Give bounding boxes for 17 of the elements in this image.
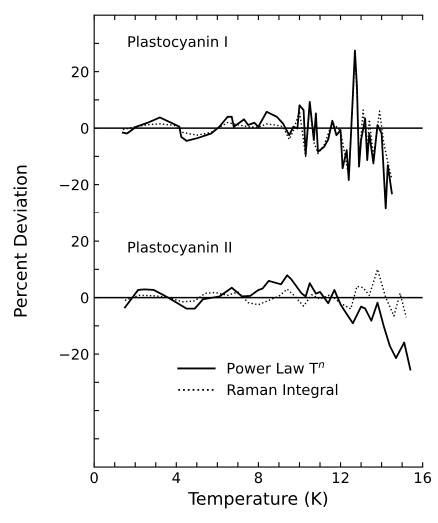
x-axis-title: Temperature (K) <box>188 492 328 508</box>
legend-label: Power Law T$^{n}$ <box>228 362 324 374</box>
x-tick-label: 0 <box>90 472 98 484</box>
x-tick-label: 12 <box>332 472 348 483</box>
x-tick-label: 4 <box>172 472 180 483</box>
annotation: Plastocyanin II <box>128 241 231 256</box>
annotation: Plastocyanin I <box>128 36 227 50</box>
y-tick-label: 0 <box>80 292 88 304</box>
y-axis-title: Percent Deviation <box>14 166 27 316</box>
x-tick-label: 16 <box>414 472 432 484</box>
x-tick-label: 8 <box>254 472 262 484</box>
y-tick-label: −20 <box>60 179 88 190</box>
y-tick-label: 0 <box>80 122 88 134</box>
y-tick-label: 20 <box>72 236 88 247</box>
y-tick-label: −20 <box>60 348 88 360</box>
legend-label: Raman Integral <box>228 384 338 398</box>
y-tick-label: 20 <box>72 66 88 78</box>
